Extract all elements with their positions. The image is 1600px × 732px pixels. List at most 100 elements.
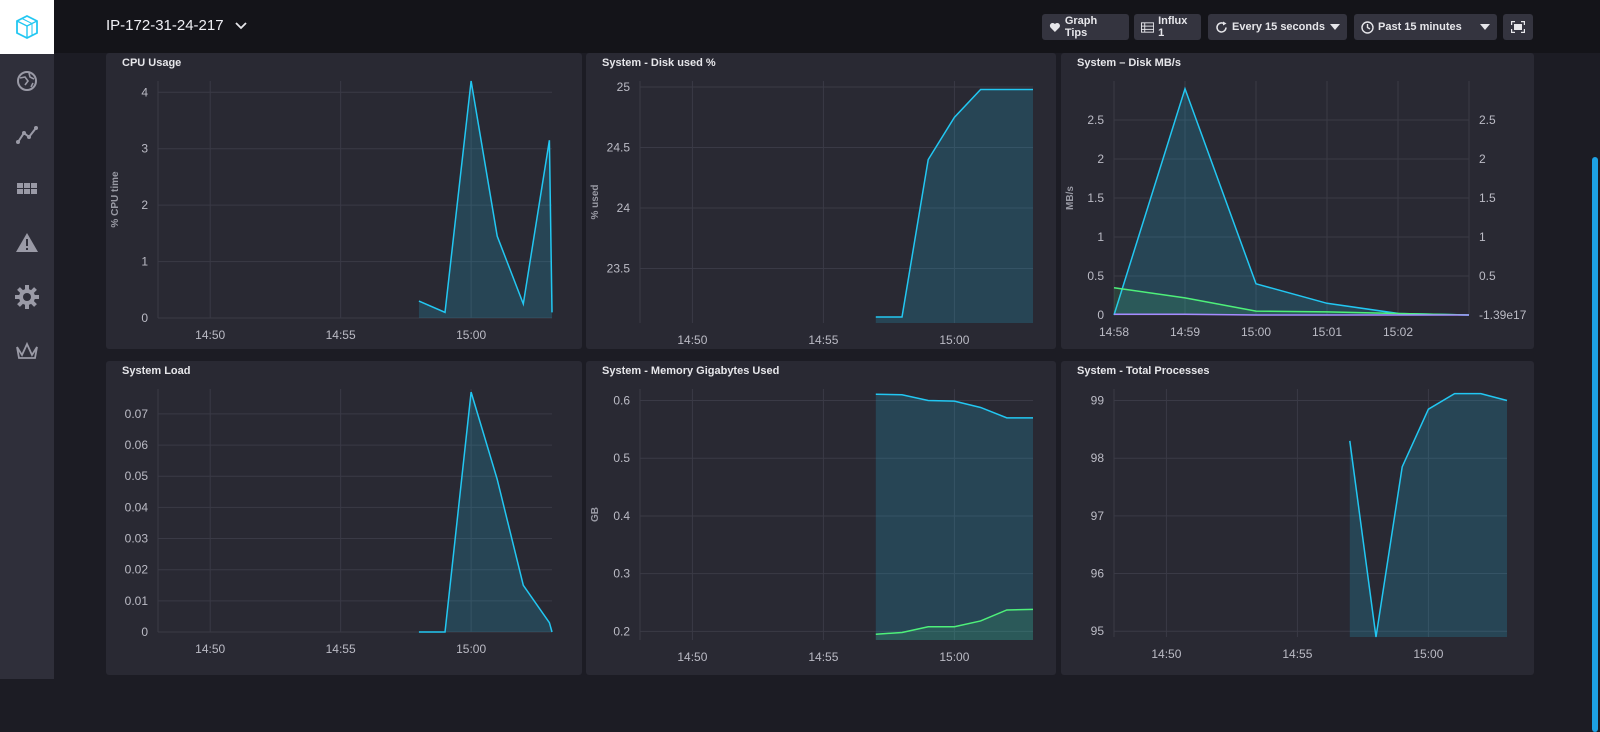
dashboard-icon[interactable] [0, 162, 54, 216]
series-area [1114, 287, 1469, 315]
y-tick-label: 23.5 [607, 262, 631, 276]
x-tick-label: 15:00 [1241, 325, 1271, 339]
y-tick-label: 0.5 [1087, 269, 1104, 283]
time-range-dropdown[interactable]: Past 15 minutes [1354, 14, 1497, 40]
series-line [875, 88, 1033, 318]
y2-tick-label: 0.5 [1479, 269, 1496, 283]
x-tick-label: 14:55 [326, 328, 356, 342]
y-tick-label: 0.4 [613, 509, 630, 523]
y-axis-label: MB/s [1065, 186, 1076, 210]
graph-icon[interactable] [0, 108, 54, 162]
y-tick-label: 0.6 [613, 394, 630, 408]
y-tick-label: 3 [141, 142, 148, 156]
y-tick-label: 24.5 [607, 141, 631, 155]
series-area [1114, 88, 1469, 315]
x-tick-label: 15:00 [939, 333, 969, 347]
caret-down-icon [1480, 24, 1490, 30]
x-tick-label: 15:00 [456, 642, 486, 656]
y2-tick-label: 2.5 [1479, 113, 1496, 127]
y-tick-label: 0.3 [613, 567, 630, 581]
cell-title: System - Memory Gigabytes Used [602, 365, 780, 377]
x-tick-label: 14:59 [1170, 325, 1200, 339]
dashboard-title-dropdown[interactable]: IP-172-31-24-217 [106, 17, 248, 34]
y-tick-label: 98 [1091, 451, 1105, 465]
series-line [1113, 286, 1470, 316]
heart-icon [1049, 22, 1060, 32]
series-area [418, 81, 552, 318]
y-tick-label: 2 [1097, 152, 1104, 166]
chart-svg: 23.5 24 24.5 25 14:50 14:55 15:00 % used [590, 80, 1033, 347]
caret-down-icon [1330, 24, 1340, 30]
y2-tick-label: 1 [1479, 230, 1486, 244]
cell-disk-mbs[interactable]: System – Disk MB/s 0 0.5 1 1.5 2 2.5 14:58 14:5… [1061, 53, 1534, 349]
y-tick-label: 1.5 [1087, 191, 1104, 205]
y-tick-label: 0 [141, 311, 148, 325]
cell-memory-used[interactable]: System - Memory Gigabytes Used 0.2 0.3 0.4… [586, 361, 1056, 675]
logo-icon[interactable] [0, 0, 54, 54]
x-tick-label: 15:00 [1413, 647, 1443, 661]
series-line [1349, 392, 1508, 638]
x-tick-label: 15:00 [939, 650, 969, 664]
cell-cpu-usage[interactable]: CPU Usage 0 1 2 3 4 14:50 14:55 15:00 % CPU time [106, 53, 582, 349]
chart-svg: 95 96 97 98 99 14:50 14:55 15:00 [1091, 389, 1508, 661]
crown-icon[interactable] [0, 324, 54, 378]
cell-disk-used[interactable]: System - Disk used % 23.5 24 24.5 25 14:50 14… [586, 53, 1056, 349]
y-tick-label: 96 [1091, 567, 1105, 581]
y-axis-label: % used [590, 184, 601, 219]
cell-title: System Load [122, 365, 191, 377]
x-tick-label: 14:55 [1282, 647, 1312, 661]
x-tick-label: 14:50 [195, 328, 225, 342]
y-axis-label: GB [590, 507, 601, 522]
graph-tips-button[interactable]: Graph Tips [1042, 14, 1129, 40]
refresh-icon [1216, 21, 1227, 33]
y2-tick-label: 2 [1479, 152, 1486, 166]
x-tick-label: 15:01 [1312, 325, 1342, 339]
y2-tick-label: 1.5 [1479, 191, 1496, 205]
y-tick-label: 0.03 [125, 532, 149, 546]
y-tick-label: 0.07 [125, 407, 149, 421]
scrollbar-thumb[interactable] [1592, 157, 1598, 732]
x-tick-label: 14:55 [326, 642, 356, 656]
y-tick-label: 0 [141, 625, 148, 639]
y-tick-label: 0.01 [125, 594, 149, 608]
sidebar [0, 0, 54, 679]
y-axis-label: % CPU time [110, 171, 121, 228]
cell-title: System - Total Processes [1077, 365, 1210, 377]
alert-icon[interactable] [0, 216, 54, 270]
series-area [875, 89, 1033, 323]
source-button[interactable]: Influx 1 [1134, 14, 1201, 40]
clock-icon [1361, 20, 1374, 34]
y-tick-label: 0.02 [125, 563, 149, 577]
chevron-down-icon [234, 21, 247, 29]
cell-title: CPU Usage [122, 57, 182, 69]
y-tick-label: 2.5 [1087, 113, 1104, 127]
series-line [875, 393, 1033, 419]
x-tick-label: 14:50 [1151, 647, 1181, 661]
y-tick-label: 0.06 [125, 438, 149, 452]
y-tick-label: 1 [141, 255, 148, 269]
host-icon[interactable] [0, 54, 54, 108]
x-tick-label: 14:50 [677, 650, 707, 664]
y2-tick-label: -1.39e17 [1479, 308, 1527, 322]
dashboard-grid: CPU Usage 0 1 2 3 4 14:50 14:55 15:00 % CPU time… [54, 53, 1600, 679]
scrollbar[interactable] [1590, 53, 1600, 732]
series-line [418, 391, 553, 633]
y-tick-label: 99 [1091, 394, 1105, 408]
series-line [1114, 313, 1469, 316]
series-area [1349, 393, 1507, 637]
x-tick-label: 15:00 [456, 328, 486, 342]
y-tick-label: 2 [141, 198, 148, 212]
cell-system-load[interactable]: System Load 0 0.01 0.02 0.03 0.04 0.05 0.06 0.0… [106, 361, 582, 675]
y-tick-label: 1 [1097, 230, 1104, 244]
x-tick-label: 14:55 [808, 650, 838, 664]
series-line [418, 80, 553, 314]
y-tick-label: 24 [617, 201, 631, 215]
x-tick-label: 14:50 [195, 642, 225, 656]
y-tick-label: 97 [1091, 509, 1105, 523]
refresh-interval-dropdown[interactable]: Every 15 seconds [1208, 14, 1347, 40]
x-tick-label: 14:50 [677, 333, 707, 347]
settings-icon[interactable] [0, 270, 54, 324]
fullscreen-button[interactable] [1503, 14, 1533, 40]
cell-total-processes[interactable]: System - Total Processes 95 96 97 98 99 14:50… [1061, 361, 1534, 675]
dashboard-title: IP-172-31-24-217 [106, 17, 224, 34]
